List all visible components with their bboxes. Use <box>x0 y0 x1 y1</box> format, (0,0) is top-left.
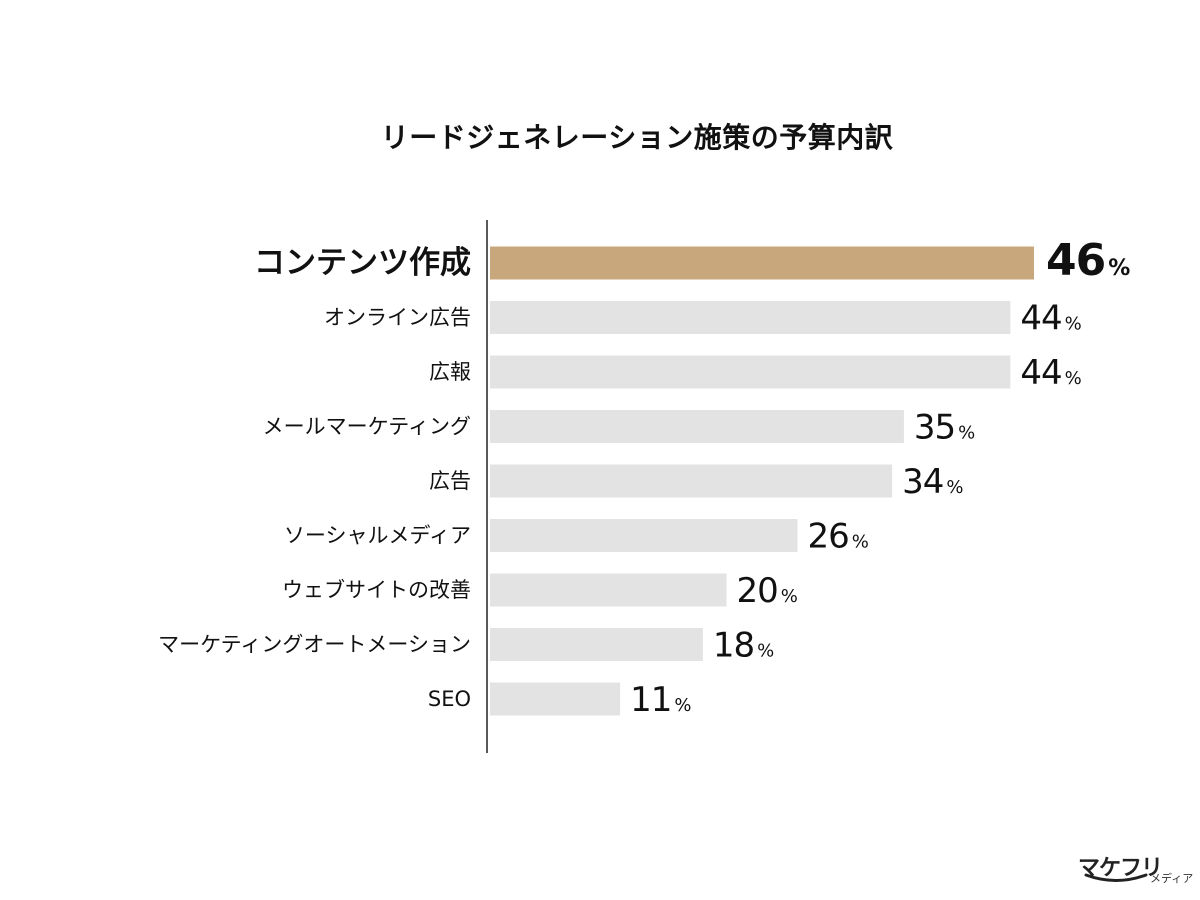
brand-subtitle: メディア <box>1150 872 1194 885</box>
bar-0 <box>490 246 1034 280</box>
value-number: 34 <box>902 462 943 502</box>
brand-logo: マケフリ メディア <box>1078 846 1198 896</box>
bar-6 <box>490 573 727 607</box>
chart-title: リードジェネレーション施策の予算内訳 <box>380 121 894 154</box>
category-labels: コンテンツ作成オンライン広告広報メールマーケティング広告ソーシャルメディアウェブ… <box>158 245 471 711</box>
bar-8 <box>490 682 621 716</box>
value-number: 35 <box>914 408 955 448</box>
value-label: 18% <box>713 626 774 666</box>
category-label: メールマーケティング <box>263 415 471 439</box>
value-label: 26% <box>807 517 868 557</box>
value-label: 35% <box>914 408 975 448</box>
value-label: 34% <box>902 462 963 502</box>
bars-layer <box>490 246 1034 716</box>
value-label: 46% <box>1046 235 1130 286</box>
category-label: コンテンツ作成 <box>254 245 471 281</box>
value-label: 20% <box>737 571 798 611</box>
value-percent-sign: % <box>781 586 798 607</box>
category-label: オンライン広告 <box>324 306 471 330</box>
bar-3 <box>490 410 904 443</box>
value-percent-sign: % <box>674 695 691 716</box>
value-number: 44 <box>1020 299 1061 339</box>
bar-4 <box>490 464 893 498</box>
category-label: ウェブサイトの改善 <box>282 578 471 602</box>
bar-7 <box>490 628 703 661</box>
category-label: SEO <box>428 687 471 711</box>
value-number: 18 <box>713 626 754 666</box>
value-percent-sign: % <box>958 423 975 444</box>
category-label: 広告 <box>429 469 471 493</box>
value-label: 44% <box>1020 299 1081 339</box>
category-label: 広報 <box>429 360 471 384</box>
value-label: 44% <box>1020 353 1081 393</box>
category-label: マーケティングオートメーション <box>158 633 471 657</box>
bar-1 <box>490 301 1011 334</box>
smile-mark-icon <box>1084 873 1148 882</box>
value-number: 46 <box>1046 235 1105 286</box>
value-percent-sign: % <box>1108 256 1130 281</box>
bar-5 <box>490 519 798 552</box>
value-percent-sign: % <box>1065 314 1082 335</box>
value-label: 11% <box>630 680 691 720</box>
category-label: ソーシャルメディア <box>284 524 471 548</box>
value-labels: 46 %44 %44 %35 %34 %26 %20 %18 %11% <box>630 235 1130 720</box>
value-percent-sign: % <box>852 532 869 553</box>
value-number: 26 <box>807 517 848 557</box>
value-percent-sign: % <box>1065 368 1082 389</box>
value-percent-sign: % <box>757 641 774 662</box>
value-percent-sign: % <box>946 477 963 498</box>
value-number: 44 <box>1020 353 1061 393</box>
value-number: 11 <box>630 680 671 720</box>
bar-2 <box>490 355 1011 389</box>
value-number: 20 <box>737 571 778 611</box>
